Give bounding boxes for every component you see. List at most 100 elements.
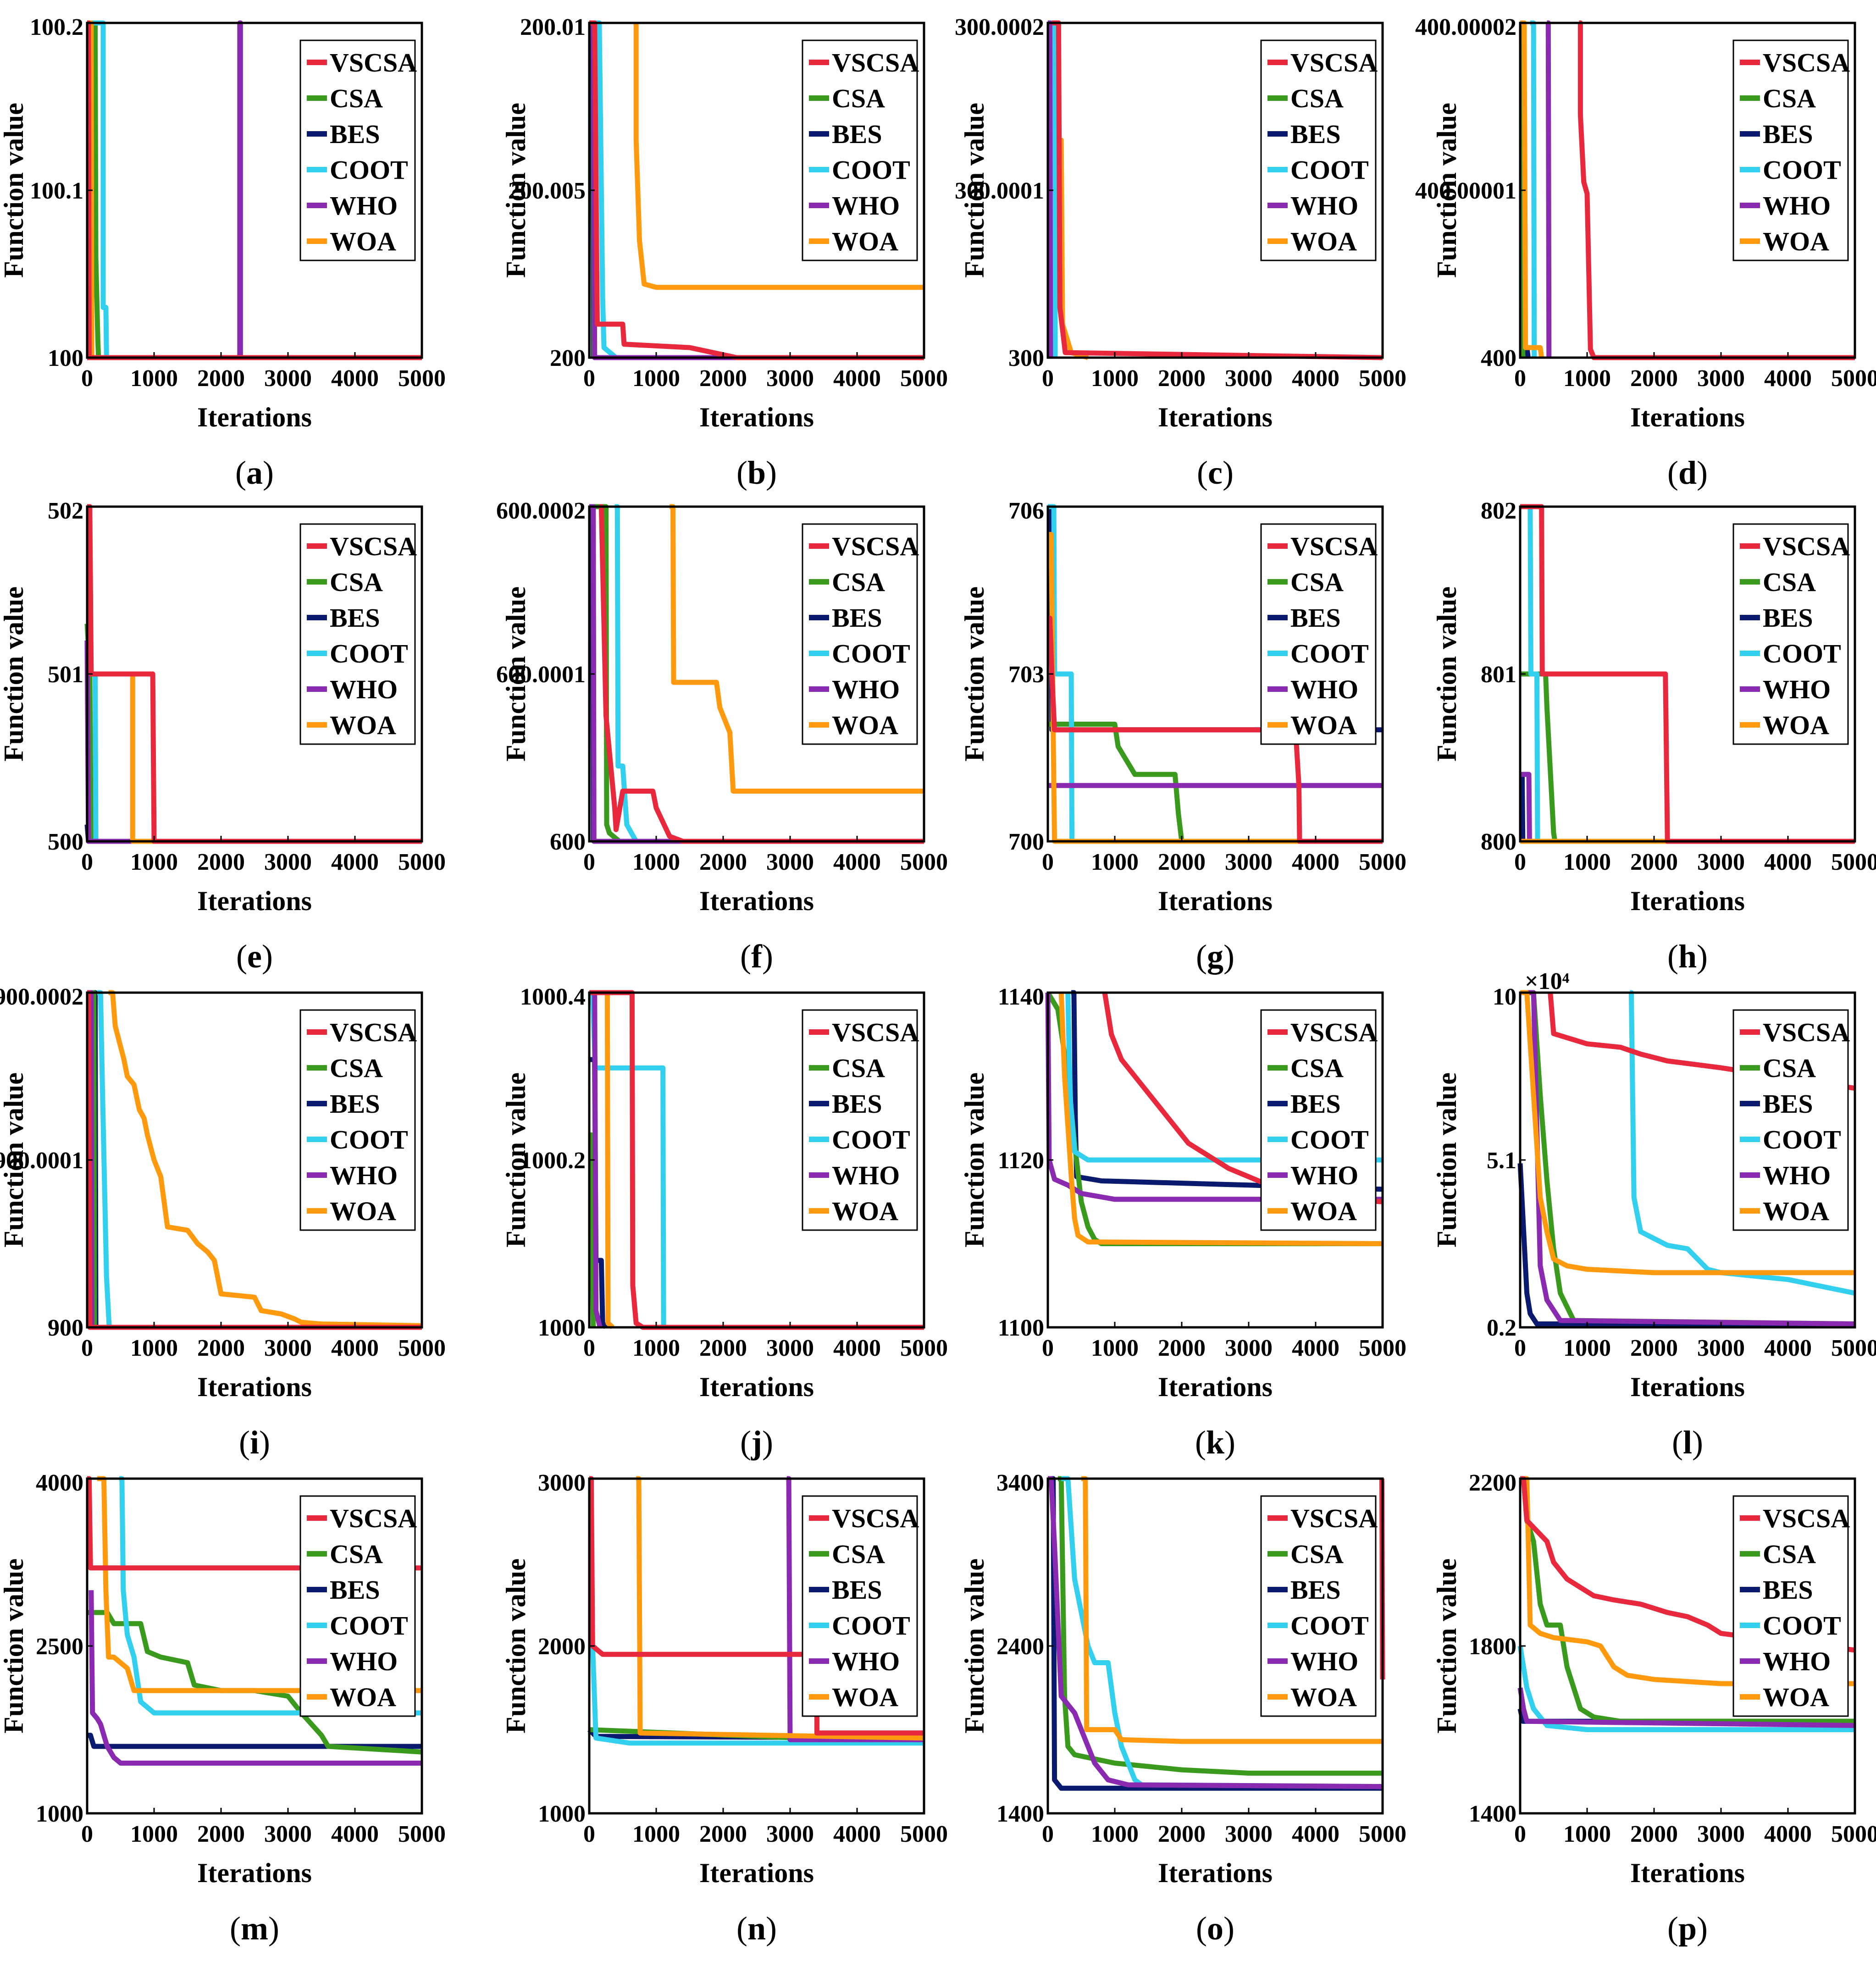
x-tick-label: 1000 <box>632 849 680 875</box>
legend-label-vscsa: VSCSA <box>832 48 919 77</box>
y-tick-label: 900.0002 <box>0 984 83 1010</box>
y-tick-label: 3000 <box>538 1470 586 1496</box>
x-tick-label: 4000 <box>331 849 379 875</box>
x-tick-label: 2000 <box>197 365 245 392</box>
legend: VSCSA CSA BES COOT WHO WOA <box>299 1495 417 1717</box>
x-tick-label: 4000 <box>331 1821 379 1847</box>
x-axis-label: Iterations <box>197 402 312 432</box>
legend-label-vscsa: VSCSA <box>832 1017 919 1047</box>
series-vscsa-line <box>589 20 924 360</box>
legend-label-woa: WOA <box>832 1682 898 1712</box>
legend-label-who: WHO <box>330 1160 398 1190</box>
y-tick-label: 1000.2 <box>520 1148 586 1174</box>
series-who-line <box>87 20 243 360</box>
legend-box <box>802 523 918 745</box>
x-tick-label: 2000 <box>699 365 747 392</box>
legend-label-coot: COOT <box>1290 639 1369 668</box>
y-tick-label: 600.0002 <box>496 498 586 524</box>
legend-label-vscsa: VSCSA <box>1290 1503 1378 1533</box>
chart-e: 0 1000 2000 3000 4000 5000 500 501 502 Iterations… <box>0 498 446 975</box>
series-who-line <box>1517 1687 1855 1728</box>
legend-label-vscsa: VSCSA <box>1763 48 1850 77</box>
x-axis-label: Iterations <box>1630 402 1745 432</box>
panel-caption: (i) <box>239 1424 270 1461</box>
y-axis-label: Function value <box>501 1072 531 1248</box>
legend-label-csa: CSA <box>1290 1053 1344 1083</box>
x-tick-label: 0 <box>1042 365 1054 392</box>
x-tick-label: 3000 <box>766 1335 814 1361</box>
y-tick-label: 400 <box>1481 345 1516 371</box>
chart-a: 0 1000 2000 3000 4000 5000 100 100.1 100.2 Iterat… <box>0 14 446 491</box>
legend: VSCSA CSA BES COOT WHO WOA <box>1732 1495 1850 1717</box>
y-tick-label: 1120 <box>998 1148 1044 1174</box>
legend-box <box>1732 1495 1849 1717</box>
x-tick-label: 5000 <box>1359 1821 1406 1847</box>
y-tick-label: 2200 <box>1469 1470 1516 1496</box>
series-coot-line <box>1061 1476 1383 1789</box>
y-axis-label: Function value <box>959 1072 990 1248</box>
legend-label-vscsa: VSCSA <box>1763 531 1850 561</box>
legend-label-coot: COOT <box>1290 155 1369 185</box>
x-tick-label: 4000 <box>331 365 379 392</box>
legend-label-vscsa: VSCSA <box>330 48 417 77</box>
legend-label-who: WHO <box>1763 191 1831 221</box>
series-woa-line <box>97 1476 422 1693</box>
legend: VSCSA CSA BES COOT WHO WOA <box>802 523 919 745</box>
x-axis-label: Iterations <box>1630 886 1745 916</box>
series-csa-line <box>1057 1476 1383 1776</box>
legend-label-csa: CSA <box>1290 1539 1344 1569</box>
y-tick-label: 1400 <box>996 1801 1044 1827</box>
y-tick-label: 900.0001 <box>0 1148 83 1174</box>
y-tick-label: 500 <box>48 829 83 855</box>
legend-label-csa: CSA <box>1290 83 1344 113</box>
x-tick-label: 5000 <box>1359 365 1406 392</box>
y-tick-label: 300 <box>1008 345 1044 371</box>
y-tick-label: 300.0002 <box>955 14 1044 40</box>
y-tick-label: 1000 <box>538 1801 586 1827</box>
x-tick-label: 1000 <box>632 365 680 392</box>
legend: VSCSA CSA BES COOT WHO WOA <box>1732 1009 1850 1231</box>
x-tick-label: 0 <box>1042 1335 1054 1361</box>
panel-caption: (l) <box>1672 1424 1703 1461</box>
x-tick-label: 0 <box>81 365 93 392</box>
legend-label-bes: BES <box>1763 603 1813 633</box>
legend-box <box>1732 523 1849 745</box>
y-axis-label: Function value <box>0 103 29 278</box>
series-coot-line <box>1517 1646 1855 1732</box>
x-tick-label: 2000 <box>197 1335 245 1361</box>
legend-label-woa: WOA <box>1763 1196 1829 1226</box>
x-axis-label: Iterations <box>197 886 312 916</box>
y-tick-label: 1800 <box>1469 1634 1516 1660</box>
chart-p: 0 1000 2000 3000 4000 5000 1400 1800 2200 Iterati… <box>1432 1470 1876 1947</box>
legend-label-who: WHO <box>1290 1646 1358 1676</box>
x-tick-label: 0 <box>1514 365 1526 392</box>
x-tick-label: 0 <box>81 1335 93 1361</box>
legend-label-who: WHO <box>832 1160 900 1190</box>
legend-box <box>802 39 918 261</box>
y-tick-label: 1000 <box>36 1801 83 1827</box>
legend-label-coot: COOT <box>330 639 408 668</box>
y-tick-label: 0.2 <box>1487 1315 1516 1341</box>
y-axis-label: Function value <box>1432 1072 1462 1248</box>
y-axis-label: Function value <box>959 1558 990 1734</box>
y-axis-label: Function value <box>959 586 990 762</box>
x-tick-label: 2000 <box>1630 849 1678 875</box>
legend-box <box>1732 39 1849 261</box>
y-tick-label: 200 <box>550 345 586 371</box>
x-tick-label: 4000 <box>1292 1335 1339 1361</box>
y-tick-label: 100.2 <box>30 14 83 40</box>
y-tick-label: 1000 <box>538 1315 586 1341</box>
legend-label-csa: CSA <box>330 1053 383 1083</box>
chart-j: 0 1000 2000 3000 4000 500010001000.21000.4Ite… <box>501 984 948 1461</box>
x-tick-label: 2000 <box>1630 1335 1678 1361</box>
y-axis-label: Function value <box>0 1072 29 1248</box>
panel-caption: (f) <box>740 938 773 975</box>
x-axis-label: Iterations <box>1158 1372 1273 1402</box>
chart-f: 0 1000 2000 3000 4000 5000 600 600.0001 600.0002… <box>496 498 948 975</box>
x-tick-label: 1000 <box>1091 365 1139 392</box>
x-tick-label: 4000 <box>833 849 881 875</box>
legend-label-who: WHO <box>832 674 900 704</box>
series-woa-line <box>1520 1476 1855 1686</box>
x-tick-label: 3000 <box>766 365 814 392</box>
